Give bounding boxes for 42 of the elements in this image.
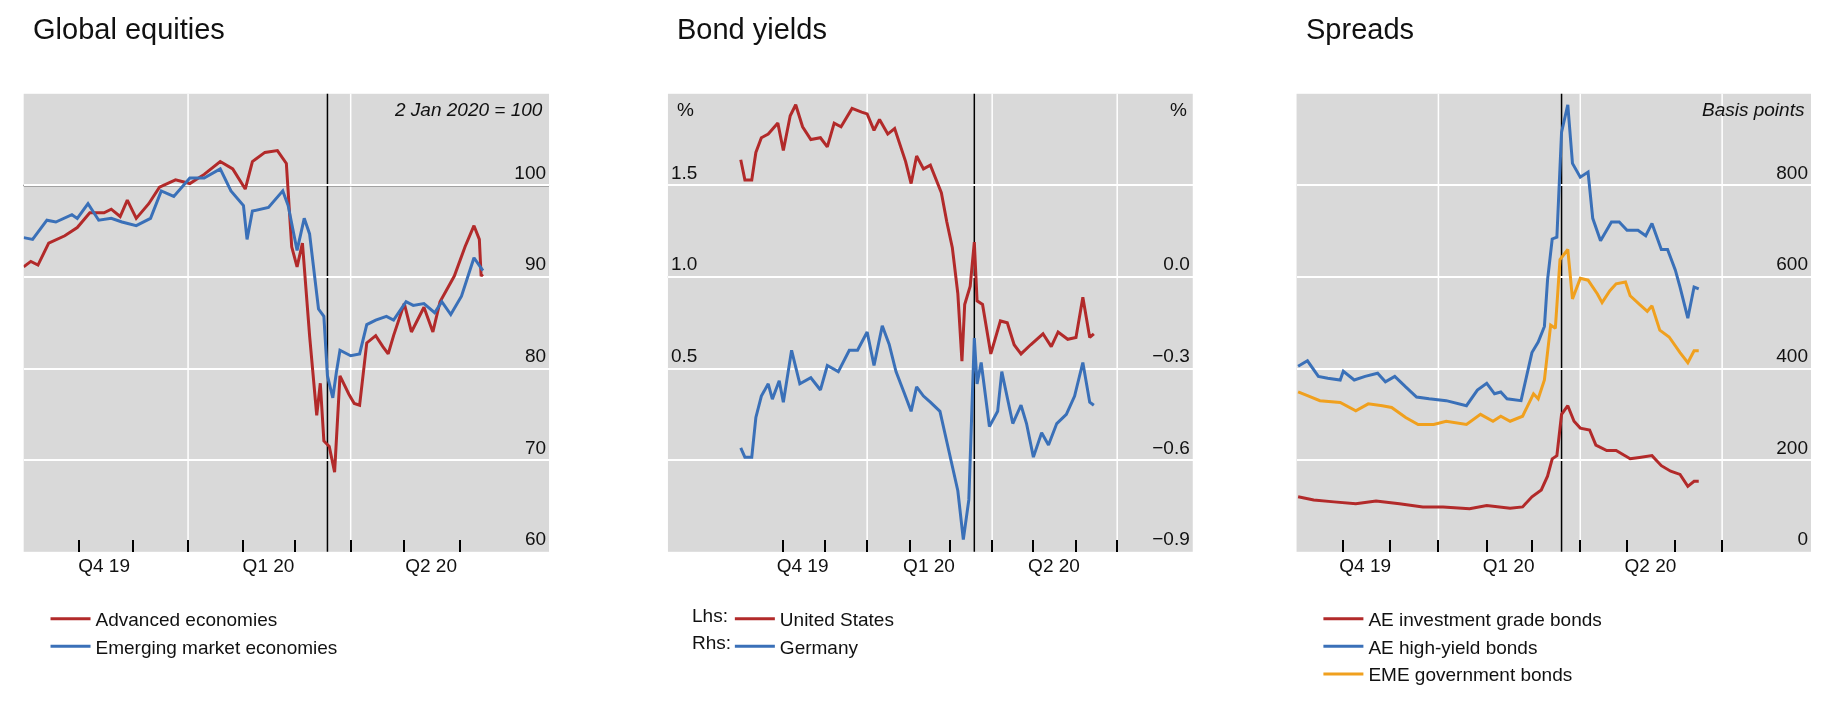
legend-label: AE high-yield bonds bbox=[1368, 636, 1538, 658]
x-tick-label: Q1 20 bbox=[1482, 554, 1535, 576]
y2-tick-label: −0.3 bbox=[1152, 344, 1190, 366]
y-tick-label: 200 bbox=[1776, 436, 1808, 458]
y-tick-label: 0.5 bbox=[670, 344, 698, 366]
x-tick-label: Q4 19 bbox=[78, 554, 130, 576]
chart-title: Bond yields bbox=[677, 13, 827, 45]
y-tick-label: 70 bbox=[524, 436, 547, 458]
y-axis-title: 2 Jan 2020 = 100 bbox=[394, 99, 543, 120]
y-tick-label: 60 bbox=[524, 528, 547, 550]
x-tick-label: Q2 20 bbox=[1028, 554, 1080, 576]
chart-title: Spreads bbox=[1306, 13, 1415, 45]
y-tick-label: 90 bbox=[524, 253, 547, 275]
chart-title: Global equities bbox=[33, 13, 225, 45]
x-tick-label: Q2 20 bbox=[1624, 554, 1677, 576]
y-tick-label: 1.5 bbox=[670, 161, 698, 183]
y2-tick-label: −0.9 bbox=[1152, 528, 1190, 550]
y-axis-title: Basis points bbox=[1702, 99, 1805, 120]
y-axis-title: % bbox=[677, 99, 694, 120]
x-tick-label: Q4 19 bbox=[1339, 554, 1392, 576]
text: Lhs: bbox=[692, 605, 728, 626]
y-tick-label: 600 bbox=[1776, 253, 1808, 275]
x-tick-label: Q1 20 bbox=[242, 554, 295, 576]
y-tick-label: 400 bbox=[1776, 344, 1808, 366]
y2-tick-label: 0.0 bbox=[1163, 253, 1190, 275]
y-tick-label: 100 bbox=[514, 161, 547, 183]
x-tick-label: Q4 19 bbox=[776, 554, 829, 576]
y2-axis-title: % bbox=[1170, 99, 1187, 120]
y-tick-label: 80 bbox=[524, 344, 547, 366]
x-tick-label: Q2 20 bbox=[405, 554, 457, 576]
legend-label: United States bbox=[779, 609, 894, 631]
legend-label: Germany bbox=[779, 636, 859, 658]
y2-tick-label: −0.6 bbox=[1152, 436, 1190, 458]
text: Rhs: bbox=[692, 632, 732, 653]
legend-label: Emerging market economies bbox=[95, 636, 338, 658]
y-tick-label: 1.0 bbox=[670, 253, 698, 275]
legend-label: AE investment grade bonds bbox=[1368, 609, 1602, 631]
x-tick-label: Q1 20 bbox=[903, 554, 955, 576]
y-tick-label: 0 bbox=[1797, 528, 1808, 550]
legend-label: Advanced economies bbox=[95, 609, 278, 631]
legend-label: EME government bonds bbox=[1368, 664, 1573, 686]
y-tick-label: 800 bbox=[1776, 161, 1808, 183]
